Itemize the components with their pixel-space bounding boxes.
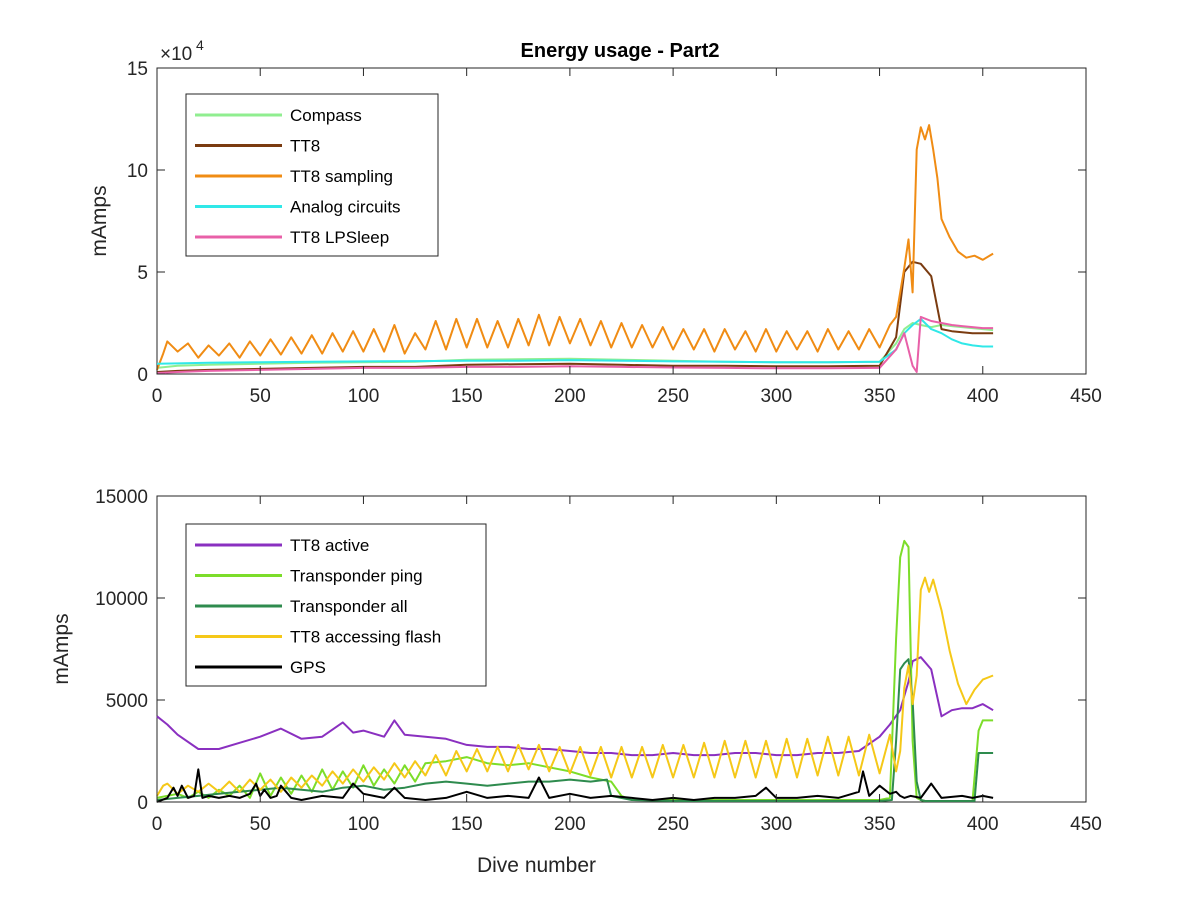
y-tick-label: 10 [127, 161, 148, 182]
x-tick-label: 400 [967, 814, 999, 835]
y-axis-label: mAmps [50, 613, 73, 684]
y-tick-label: 0 [137, 365, 148, 386]
series-line-2-2 [156, 539, 994, 802]
x-tick-label: 350 [864, 386, 896, 407]
x-tick-label: 200 [554, 814, 586, 835]
legend-label: TT8 sampling [290, 167, 393, 186]
plot-2: 0 50 100 150 200 250 300 350 400 450 0 5000 10000 150… [50, 487, 1102, 877]
legend-label: TT8 LPSleep [290, 228, 389, 247]
x-tick-label: 0 [152, 814, 163, 835]
legend: Compass TT8 TT8 sampling Analog circuits TT8… [185, 93, 439, 257]
series-line-1-5 [156, 315, 994, 374]
legend-label: Compass [290, 106, 362, 125]
x-tick-label: 0 [152, 386, 163, 407]
y-tick-label: 0 [137, 793, 148, 814]
x-axis-label: Dive number [477, 854, 596, 877]
y-tick-label: 5 [137, 263, 148, 284]
chart-title: Energy usage - Part2 [521, 40, 720, 62]
y-tick-label: 10000 [95, 589, 148, 610]
plot-1: 0 50 100 150 200 250 300 350 400 450 0 5 10 15 mAmps Co… [88, 59, 1102, 407]
y-tick-label: 5000 [106, 691, 148, 712]
x-tick-label: 150 [451, 814, 483, 835]
x-tick-label: 450 [1070, 386, 1102, 407]
x-tick-label: 450 [1070, 814, 1102, 835]
x-tick-label: 200 [554, 386, 586, 407]
y-axis-label: mAmps [88, 185, 111, 256]
x-tick-label: 400 [967, 386, 999, 407]
x-tick-label: 100 [348, 814, 380, 835]
y-tick-label: 15000 [95, 487, 148, 508]
series-line-2-4 [156, 576, 994, 797]
legend-label: TT8 accessing flash [290, 628, 441, 647]
series-line-1-3 [156, 124, 994, 371]
x-tick-label: 300 [760, 814, 792, 835]
y-tick-label: 15 [127, 59, 148, 80]
series-line-2-5 [156, 768, 994, 803]
x-tick-label: 50 [250, 386, 271, 407]
y-exponent-power: 4 [196, 37, 204, 53]
series-line-2-1 [156, 656, 994, 757]
legend-label: Transponder all [290, 597, 408, 616]
legend-label: TT8 [290, 137, 320, 156]
x-tick-label: 250 [657, 386, 689, 407]
x-tick-label: 350 [864, 814, 896, 835]
legend-label: GPS [290, 658, 326, 677]
y-exponent-multiplier: ×10 [160, 44, 192, 65]
x-tick-label: 100 [348, 386, 380, 407]
y-exponent-label: ×10 4 [160, 37, 204, 65]
x-tick-label: 250 [657, 814, 689, 835]
series-line-2-3 [156, 658, 994, 802]
x-tick-label: 150 [451, 386, 483, 407]
series-line-1-4 [156, 317, 994, 365]
legend-label: Transponder ping [290, 567, 423, 586]
x-tick-label: 300 [760, 386, 792, 407]
legend-label: Analog circuits [290, 198, 401, 217]
x-tick-label: 50 [250, 814, 271, 835]
legend-label: TT8 active [290, 536, 369, 555]
legend: TT8 active Transponder ping Transponder al… [185, 523, 487, 687]
